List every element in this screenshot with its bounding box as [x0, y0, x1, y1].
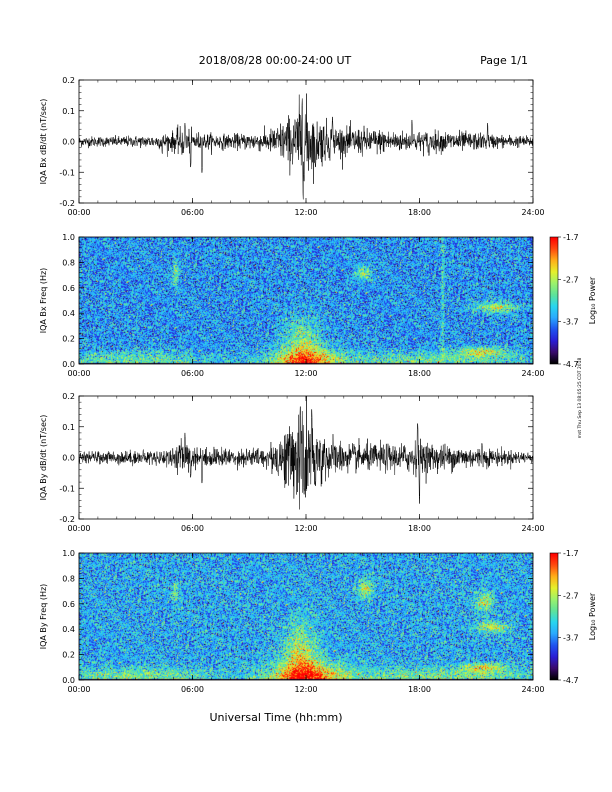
x-tick-label: 06:00 [181, 685, 204, 694]
y-tick-label: 0.0 [62, 676, 75, 685]
x-tick-label: 00:00 [67, 685, 90, 694]
bx-spectrogram-panel: -1.7 -2.7 -3.7 -4.7 Log₁₀ Power 0.0 0.2 0.4 0.6 0… [39, 233, 597, 378]
y-tick-label: -0.2 [59, 199, 75, 208]
y-tick-label: 0.0 [62, 454, 75, 463]
x-tick-label: 06:00 [181, 369, 204, 378]
x-tick-label: 24:00 [521, 524, 544, 533]
bx-spectrogram-image [79, 237, 533, 364]
x-tick-label: 00:00 [67, 369, 90, 378]
x-tick-label: 18:00 [408, 369, 431, 378]
x-tick-label: 12:00 [294, 208, 317, 217]
colorbar-tick-label: -4.7 [563, 360, 579, 369]
x-tick-label: 12:00 [294, 369, 317, 378]
panels: -0.2 -0.1 0.0 0.1 0.2 00:00 06:00 12:00 18:00 24:… [39, 76, 597, 694]
page-title: 2018/08/28 00:00-24:00 UT [199, 54, 352, 67]
x-tick-label: 12:00 [294, 524, 317, 533]
by-dbdt-panel: -0.2 -0.1 0.0 0.1 0.2 00:00 06:00 12:00 18:00 24:… [39, 392, 545, 533]
bx-spectrogram-ylabel: IQA Bx Freq (Hz) [39, 268, 48, 334]
y-tick-label: 0.6 [62, 600, 75, 609]
colorbar-tick-label: -3.7 [563, 634, 579, 643]
by-dbdt-trace [78, 395, 534, 510]
by-dbdt-ylabel: IQA By dB/dt (nT/sec) [39, 415, 48, 501]
x-tick-label: 00:00 [67, 208, 90, 217]
colorbar-tick-label: -3.7 [563, 318, 579, 327]
y-tick-label: 0.2 [62, 651, 75, 660]
y-tick-label: -0.2 [59, 515, 75, 524]
colorbar-frame [549, 552, 559, 681]
y-tick-label: 0.4 [62, 625, 75, 634]
colorbar-tick-label: -2.7 [563, 275, 579, 284]
by-spectrogram-panel: -1.7 -2.7 -3.7 -4.7 Log₁₀ Power 0.0 0.2 0.4 0.6 0… [39, 549, 597, 694]
y-tick-label: 0.4 [62, 309, 75, 318]
side-timestamp: mst Thu Sep 13 08:05:25 CDT 2018 [577, 357, 583, 438]
y-tick-label: 0.1 [62, 107, 75, 116]
colorbar-label: Log₁₀ Power [588, 276, 597, 324]
by-spectrogram-colorbar: -1.7 -2.7 -3.7 -4.7 Log₁₀ Power [549, 549, 597, 685]
colorbar-gradient [550, 237, 558, 364]
colorbar-frame [549, 236, 559, 365]
y-tick-label: 0.0 [62, 138, 75, 147]
y-tick-label: -0.1 [59, 168, 75, 177]
x-axis-label: Universal Time (hh:mm) [210, 711, 343, 724]
y-tick-label: 0.6 [62, 284, 75, 293]
y-tick-label: 0.8 [62, 574, 75, 583]
x-tick-label: 18:00 [408, 685, 431, 694]
colorbar-tick-label: -1.7 [563, 233, 579, 242]
x-tick-label: 06:00 [181, 208, 204, 217]
bx-dbdt-trace [78, 93, 534, 200]
page-number: Page 1/1 [480, 54, 528, 67]
y-tick-label: 0.8 [62, 258, 75, 267]
x-tick-label: 12:00 [294, 685, 317, 694]
colorbar-label: Log₁₀ Power [588, 592, 597, 640]
y-tick-label: 0.2 [62, 392, 75, 401]
colorbar-gradient [550, 553, 558, 680]
y-tick-label: 1.0 [62, 549, 75, 558]
bx-spectrogram-colorbar: -1.7 -2.7 -3.7 -4.7 Log₁₀ Power [549, 233, 597, 369]
colorbar-tick-label: -1.7 [563, 549, 579, 558]
bx-dbdt-ylabel: IQA Bx dB/dt (nT/sec) [39, 99, 48, 185]
by-spectrogram-ylabel: IQA By Freq (Hz) [39, 584, 48, 650]
y-tick-label: 0.1 [62, 423, 75, 432]
x-tick-label: 06:00 [181, 524, 204, 533]
x-tick-label: 24:00 [521, 685, 544, 694]
by-spectrogram-image [79, 553, 533, 680]
x-tick-label: 24:00 [521, 369, 544, 378]
x-tick-label: 18:00 [408, 208, 431, 217]
y-tick-label: 0.0 [62, 360, 75, 369]
y-tick-label: 0.2 [62, 335, 75, 344]
y-tick-label: 0.2 [62, 76, 75, 85]
bx-dbdt-panel: -0.2 -0.1 0.0 0.1 0.2 00:00 06:00 12:00 18:00 24:… [39, 76, 545, 217]
x-tick-label: 00:00 [67, 524, 90, 533]
x-tick-label: 24:00 [521, 208, 544, 217]
colorbar-tick-label: -4.7 [563, 676, 579, 685]
y-tick-label: -0.1 [59, 484, 75, 493]
y-tick-label: 1.0 [62, 233, 75, 242]
x-tick-label: 18:00 [408, 524, 431, 533]
colorbar-tick-label: -2.7 [563, 591, 579, 600]
